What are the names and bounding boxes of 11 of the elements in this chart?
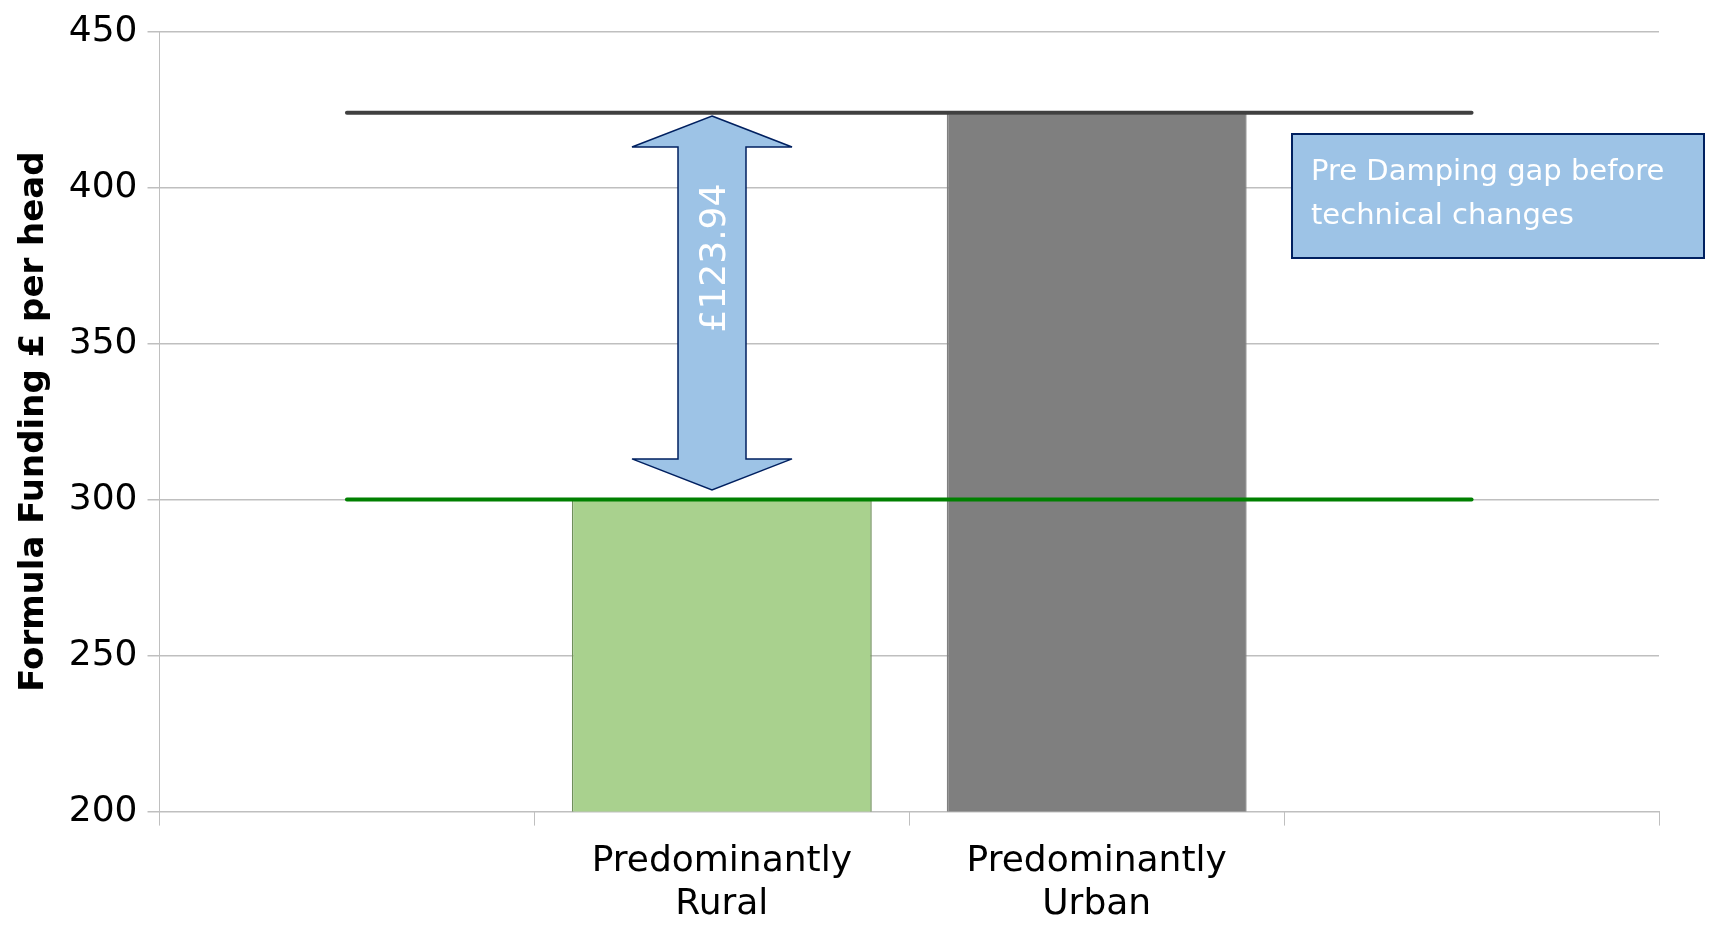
annotation: £123.94	[691, 183, 733, 333]
y-tick-label: 400	[68, 163, 138, 205]
y-tick-label: 200	[68, 787, 138, 829]
y-tick-label: 300	[68, 475, 138, 517]
x-tick-label: Predominantly Rural	[591, 837, 852, 922]
y-axis-title: Formula Funding £ per head	[11, 151, 52, 692]
y-tick-label: 450	[68, 7, 138, 49]
x-tick-label: Predominantly Urban	[966, 837, 1227, 922]
y-tick-label: 250	[68, 631, 138, 673]
y-tick-label: 350	[68, 319, 138, 361]
annotation: Pre Damping gap before technical changes	[1291, 133, 1705, 259]
